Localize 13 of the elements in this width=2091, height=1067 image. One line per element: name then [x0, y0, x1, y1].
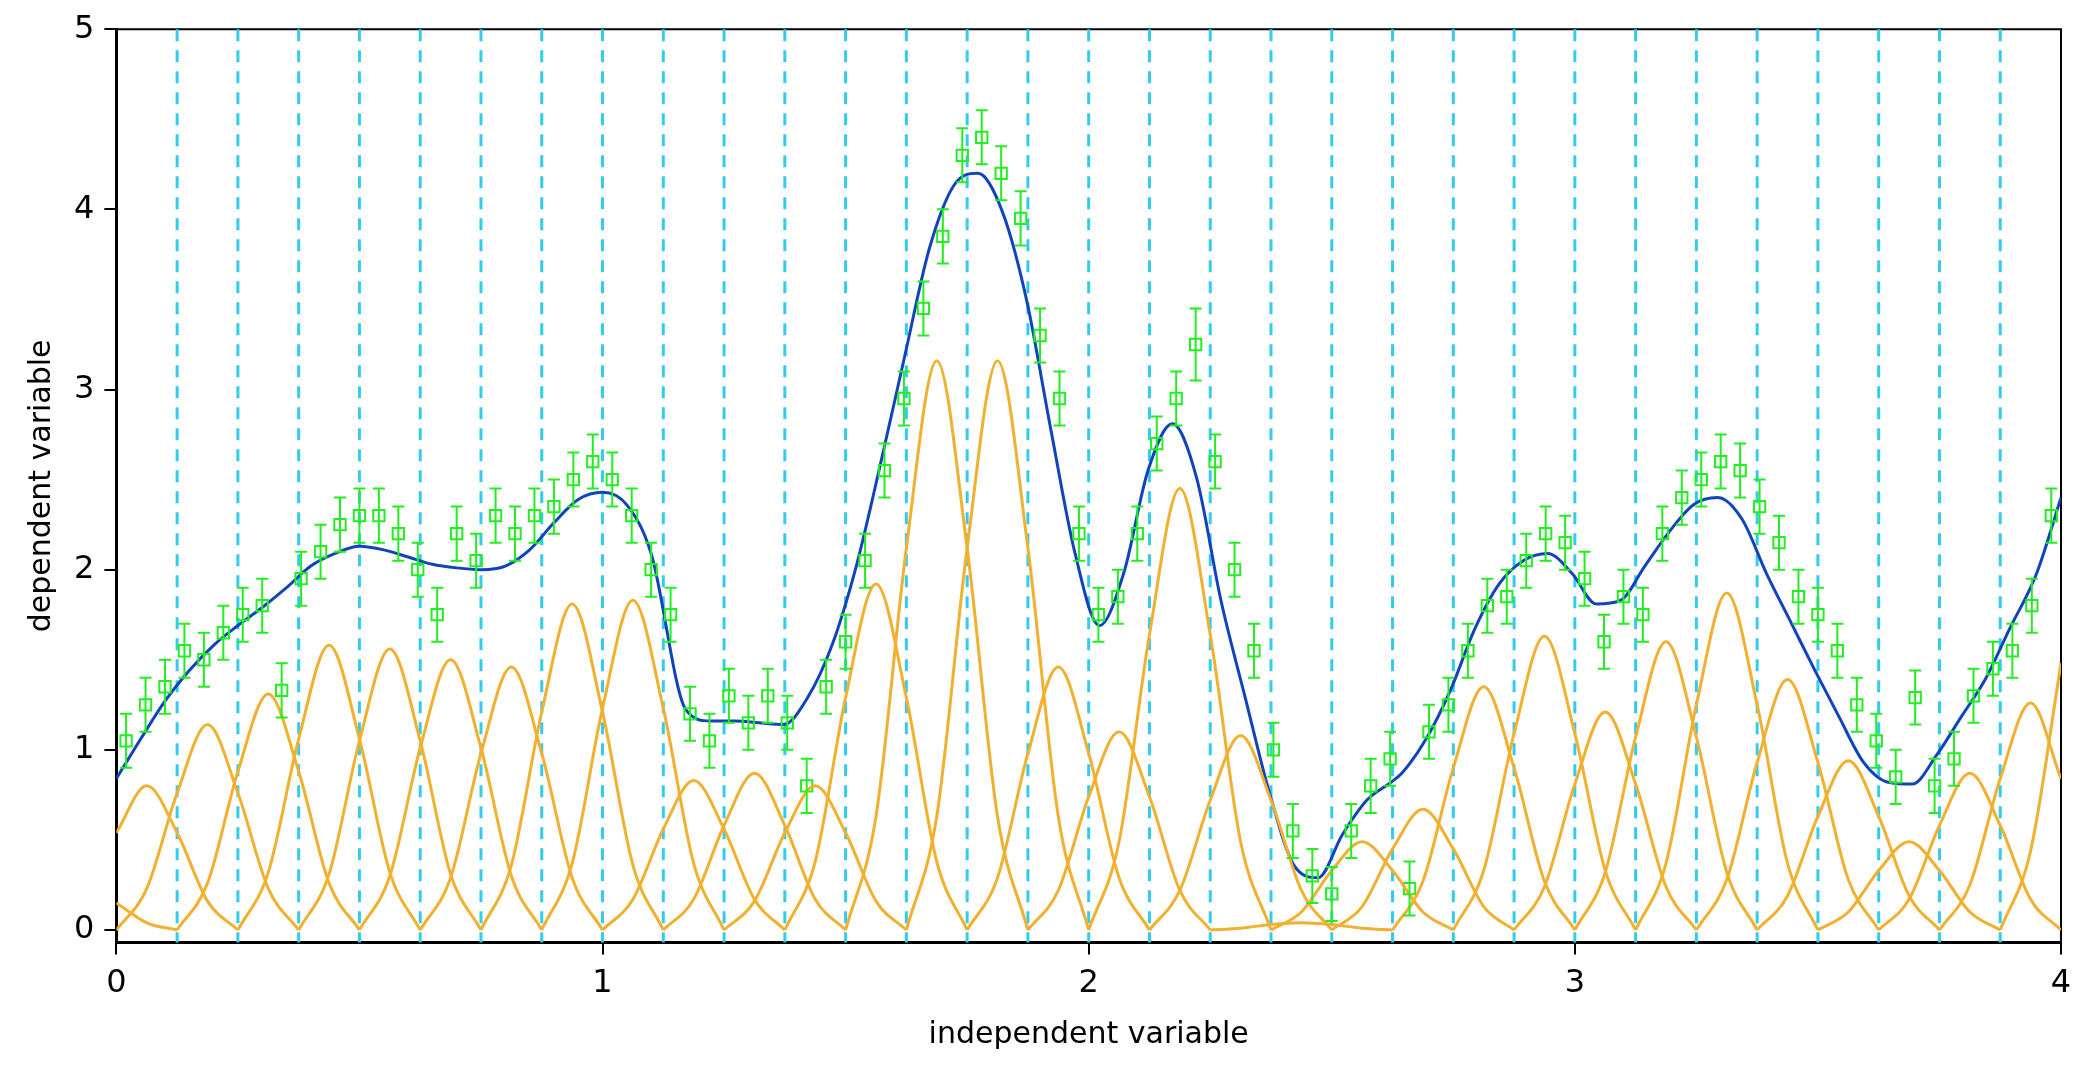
- y-tick-label: 0: [74, 908, 95, 947]
- x-axis-title: independent variable: [928, 1014, 1249, 1050]
- y-tick-label: 3: [74, 367, 95, 406]
- y-axis-title: dependent variable: [21, 339, 57, 633]
- y-tick-label: 5: [74, 7, 95, 46]
- y-tick-label: 1: [74, 728, 95, 767]
- x-tick-label: 4: [2050, 962, 2072, 1001]
- y-tick-label: 4: [74, 187, 95, 226]
- y-tick-label: 2: [74, 547, 95, 586]
- x-tick-label: 0: [106, 962, 127, 1001]
- x-tick-label: 3: [1564, 962, 1586, 1001]
- x-tick-label: 1: [592, 962, 613, 1001]
- x-tick-label: 2: [1078, 962, 1099, 1001]
